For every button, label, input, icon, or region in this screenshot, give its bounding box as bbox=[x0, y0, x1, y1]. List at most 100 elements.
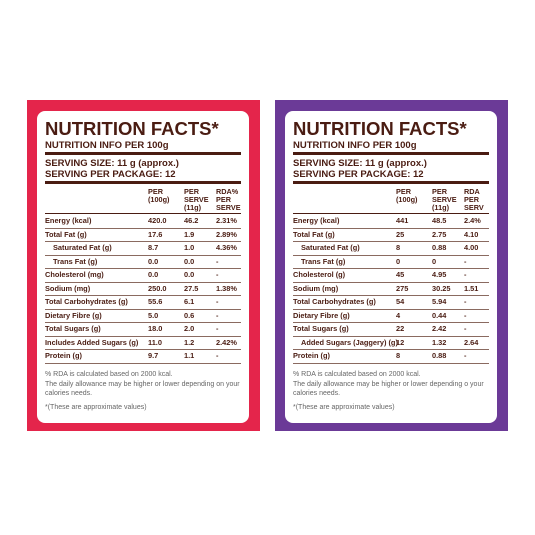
note: % RDA is calculated based on 2000 kcal. bbox=[45, 371, 173, 378]
nutrient-value: 11.0 bbox=[148, 337, 162, 347]
nutrient-value: 0.0 bbox=[148, 270, 159, 279]
nutrient-label: Total Carbohydrates (g) bbox=[293, 297, 376, 306]
column-header: (100g) bbox=[396, 195, 418, 205]
thick-rule bbox=[293, 181, 489, 184]
nutrient-value: - bbox=[216, 324, 219, 333]
row-rule bbox=[293, 322, 489, 323]
row-rule bbox=[293, 335, 489, 337]
label-card: NUTRITION FACTS* NUTRITION INFO PER 100g S… bbox=[37, 111, 249, 423]
nutrient-value: 2.42 bbox=[432, 324, 447, 333]
nutrient-label: Energy (kcal) bbox=[293, 216, 340, 225]
nutrient-value: - bbox=[216, 256, 219, 266]
row-rule bbox=[293, 227, 489, 229]
nutrient-value: 1.32 bbox=[432, 337, 447, 347]
nutrient-value: - bbox=[216, 351, 219, 360]
nutrient-value: 48.5 bbox=[432, 216, 447, 225]
nutrient-value: - bbox=[216, 297, 219, 306]
nutrient-value: 2.0 bbox=[184, 324, 195, 333]
nutrient-value: 1.51 bbox=[464, 283, 479, 293]
nutrient-value: 55.6 bbox=[148, 297, 163, 306]
footnote: *(These are approximate values) bbox=[45, 404, 147, 411]
column-header: SERVE bbox=[184, 195, 209, 205]
row-rule bbox=[45, 322, 241, 323]
subtitle: NUTRITION INFO PER 100g bbox=[45, 140, 169, 151]
nutrient-value: 1.9 bbox=[184, 229, 195, 239]
row-rule bbox=[45, 254, 241, 256]
nutrient-value: - bbox=[464, 270, 467, 279]
column-header: PER bbox=[184, 187, 200, 196]
column-header: PER bbox=[148, 187, 164, 196]
note: The daily allowance may be higher or low… bbox=[293, 380, 484, 398]
nutrient-value: 0.88 bbox=[432, 243, 447, 252]
nutrient-label: Sodium (mg) bbox=[293, 283, 339, 293]
nutrient-label: Cholesterol (mg) bbox=[45, 270, 104, 279]
row-rule bbox=[293, 308, 489, 310]
nutrient-label: Total Fat (g) bbox=[293, 229, 335, 239]
nutrient-label: Dietary Fibre (g) bbox=[45, 310, 102, 320]
nutrient-value: 22 bbox=[396, 324, 405, 333]
row-rule bbox=[45, 281, 241, 283]
nutrient-value: - bbox=[216, 310, 219, 320]
nutrient-value: - bbox=[464, 297, 467, 306]
thick-rule bbox=[45, 181, 241, 184]
nutrient-label: Sodium (mg) bbox=[45, 283, 91, 293]
row-rule bbox=[293, 241, 489, 242]
nutrient-value: 4 bbox=[396, 310, 401, 320]
nutrient-value: 30.25 bbox=[432, 283, 451, 293]
row-rule bbox=[45, 335, 241, 337]
nutrient-value: 4.00 bbox=[464, 243, 479, 252]
rule bbox=[293, 213, 489, 214]
nutrient-value: 18.0 bbox=[148, 324, 163, 333]
column-header: PER bbox=[396, 187, 412, 196]
nutrient-label: Added Sugars (Jaggery) (g) bbox=[301, 337, 398, 347]
nutrient-value: 0.6 bbox=[184, 310, 195, 320]
nutrient-value: 2.31% bbox=[216, 216, 237, 225]
column-header: SERVE bbox=[432, 195, 457, 205]
nutrient-value: 420.0 bbox=[148, 216, 167, 225]
row-rule bbox=[293, 349, 489, 350]
nutrient-value: 1.1 bbox=[184, 351, 195, 360]
serving-package: SERVING PER PACKAGE: 12 bbox=[293, 169, 424, 180]
nutrient-value: 12 bbox=[396, 337, 405, 347]
serving-package: SERVING PER PACKAGE: 12 bbox=[45, 169, 176, 180]
nutrient-label: Trans Fat (g) bbox=[53, 256, 98, 266]
row-rule bbox=[293, 254, 489, 256]
title: NUTRITION FACTS* bbox=[293, 118, 467, 139]
nutrient-label: Saturated Fat (g) bbox=[53, 243, 112, 252]
column-header: PER bbox=[216, 195, 232, 205]
nutrient-value: 0.88 bbox=[432, 351, 447, 360]
nutrient-label: Dietary Fibre (g) bbox=[293, 310, 350, 320]
nutrient-value: 45 bbox=[396, 270, 405, 279]
nutrient-value: 0 bbox=[432, 256, 437, 266]
nutrient-label: Protein (g) bbox=[293, 351, 330, 360]
nutrient-label: Includes Added Sugars (g) bbox=[45, 337, 139, 347]
nutrient-label: Protein (g) bbox=[45, 351, 82, 360]
nutrient-value: 4.10 bbox=[464, 229, 479, 239]
nutrient-label: Cholesterol (g) bbox=[293, 270, 346, 279]
nutrient-label: Total Sugars (g) bbox=[45, 324, 101, 333]
rule bbox=[45, 213, 241, 214]
nutrient-label: Total Sugars (g) bbox=[293, 324, 349, 333]
title: NUTRITION FACTS* bbox=[45, 118, 219, 139]
label-card: NUTRITION FACTS* NUTRITION INFO PER 100g S… bbox=[285, 111, 497, 423]
nutrient-label: Trans Fat (g) bbox=[301, 256, 346, 266]
nutrient-value: 0.0 bbox=[184, 270, 195, 279]
nutrient-value: 275 bbox=[396, 283, 409, 293]
nutrient-value: 17.6 bbox=[148, 229, 163, 239]
nutrient-value: 441 bbox=[396, 216, 409, 225]
row-rule bbox=[45, 268, 241, 269]
nutrient-value: 6.1 bbox=[184, 297, 195, 306]
nutrient-value: 27.5 bbox=[184, 283, 199, 293]
note: % RDA is calculated based on 2000 kcal. bbox=[293, 371, 421, 378]
nutrient-value: 25 bbox=[396, 229, 405, 239]
column-header: RDA% bbox=[216, 187, 239, 196]
nutrient-value: 8 bbox=[396, 351, 401, 360]
nutrient-value: 4.95 bbox=[432, 270, 447, 279]
nutrient-value: 2.64 bbox=[464, 337, 479, 347]
column-header: PER bbox=[432, 187, 448, 196]
column-header: (100g) bbox=[148, 195, 170, 205]
panel: NUTRITION FACTS* NUTRITION INFO PER 100g S… bbox=[27, 100, 260, 431]
panel: NUTRITION FACTS* NUTRITION INFO PER 100g S… bbox=[275, 100, 508, 431]
nutrient-value: 1.0 bbox=[184, 243, 195, 252]
